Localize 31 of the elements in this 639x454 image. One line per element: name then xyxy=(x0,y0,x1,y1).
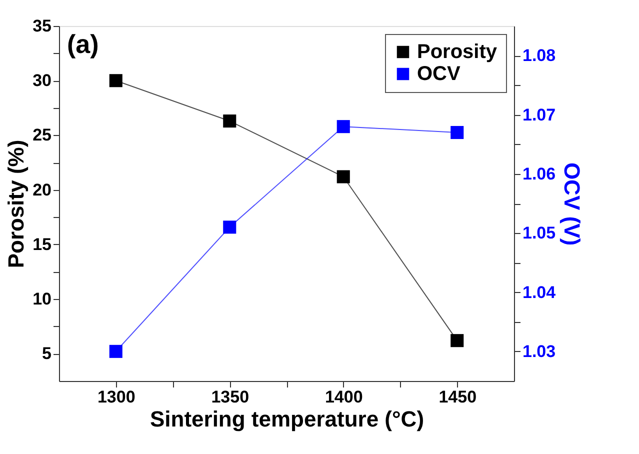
x-axis-title: Sintering temperature (°C) xyxy=(150,406,424,432)
x-tick-label: 1450 xyxy=(438,388,477,406)
x-tick-label: 1400 xyxy=(324,388,363,406)
point xyxy=(450,126,464,140)
point xyxy=(336,120,350,134)
point xyxy=(223,220,236,234)
y2-tick-label: 1.04 xyxy=(522,282,556,302)
point xyxy=(450,334,464,348)
y2-tick-label: 1.08 xyxy=(522,46,556,66)
x-tick-label: 1300 xyxy=(97,388,136,406)
x-tick-label: 1350 xyxy=(211,388,250,406)
y2-tick-label: 1.06 xyxy=(522,164,556,184)
y-axis-title: Porosity (%) xyxy=(4,140,29,268)
y2-tick-label: 1.05 xyxy=(522,224,556,243)
y-tick-label: 20 xyxy=(32,180,52,200)
point xyxy=(336,170,350,184)
y2-tick-label: 1.07 xyxy=(522,105,556,124)
y-tick-label: 25 xyxy=(32,126,52,145)
y-tick-label: 30 xyxy=(32,71,52,90)
y-tick-label: 35 xyxy=(32,16,52,36)
y-tick-label: 15 xyxy=(32,234,52,254)
y-tick-label: 10 xyxy=(32,290,52,309)
point xyxy=(223,114,236,128)
legend-label: Porosity xyxy=(417,41,498,63)
point xyxy=(109,344,122,358)
y-tick-label: 5 xyxy=(42,344,52,364)
annotation: (a) xyxy=(67,29,99,59)
y2-axis-title: OCV (V) xyxy=(560,162,585,246)
y2-tick-label: 1.03 xyxy=(522,342,556,361)
point xyxy=(109,74,122,88)
legend-label: OCV xyxy=(417,63,461,85)
